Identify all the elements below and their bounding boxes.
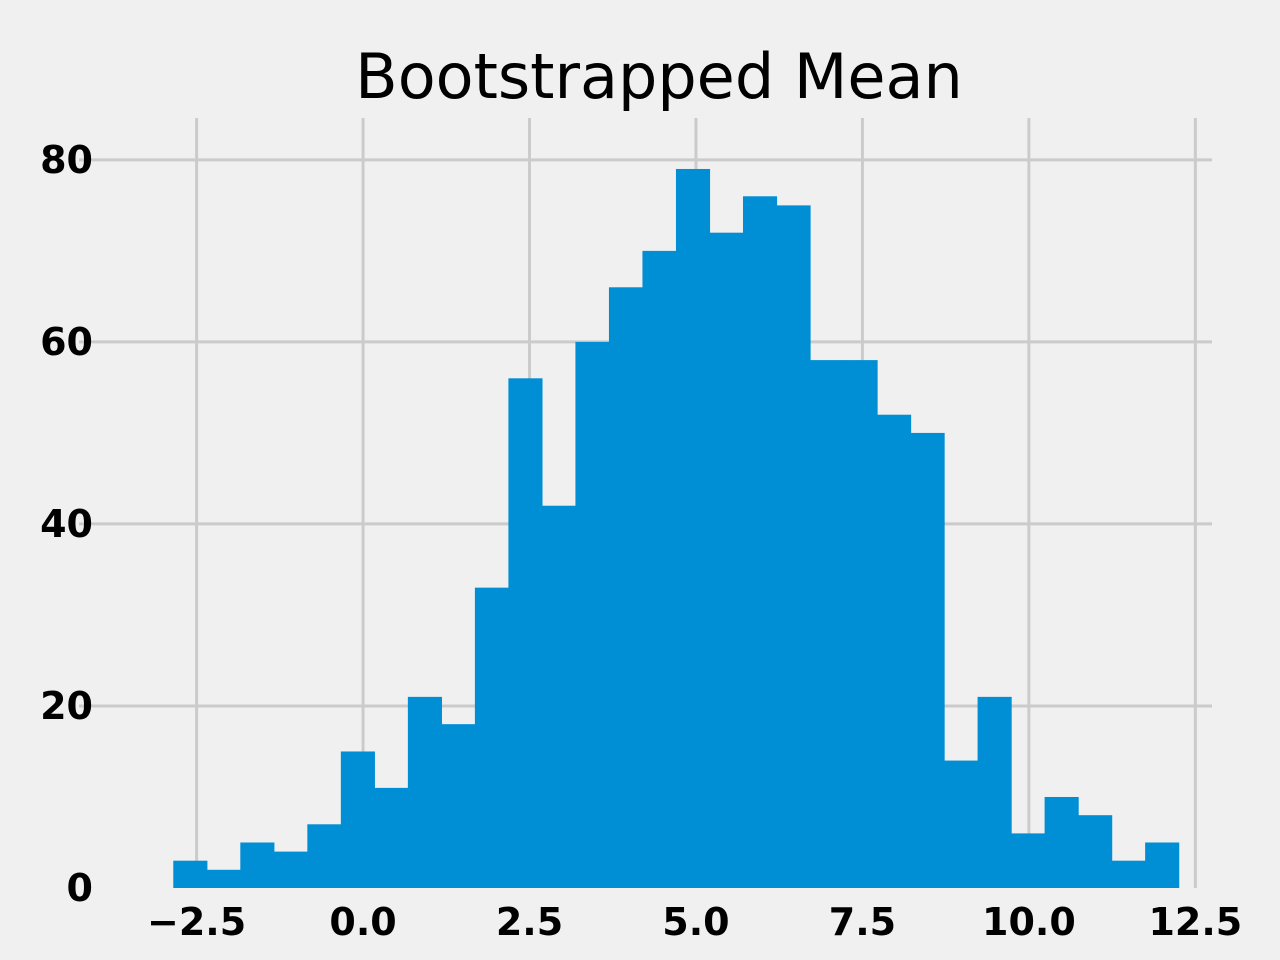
histogram-bar — [541, 505, 577, 888]
histogram-bar — [709, 232, 744, 888]
y-tick-label: 80 — [40, 138, 93, 182]
histogram-bar — [1145, 842, 1180, 888]
histogram-bar — [776, 205, 811, 889]
histogram-bar — [1011, 833, 1046, 888]
y-tick-labels: 0 20 40 60 80 — [40, 138, 93, 910]
histogram-bar — [742, 196, 778, 888]
histogram-bar — [877, 414, 912, 888]
histogram-bar — [608, 287, 644, 888]
x-tick-label: 0.0 — [329, 900, 396, 944]
histogram-bar — [407, 696, 442, 888]
x-tick-label: 12.5 — [1148, 900, 1242, 944]
histogram-bar — [1078, 815, 1113, 888]
x-tick-label: −2.5 — [147, 900, 246, 944]
histogram-bar — [944, 760, 979, 888]
histogram-bar — [474, 587, 510, 888]
histogram-bar — [173, 860, 208, 888]
x-tick-label: 5.0 — [662, 900, 729, 944]
histogram-bar — [675, 168, 711, 889]
histogram-bar — [843, 360, 878, 888]
histogram-bar — [910, 432, 945, 888]
histogram-bar — [307, 824, 342, 888]
x-tick-label: 10.0 — [982, 900, 1076, 944]
x-tick-label: 2.5 — [496, 900, 563, 944]
histogram-bar — [206, 869, 241, 888]
histogram-bar — [977, 696, 1012, 888]
histogram-bar — [441, 724, 476, 888]
x-tick-labels: −2.5 0.0 2.5 5.0 7.5 10.0 12.5 — [147, 900, 1242, 944]
histogram-bar — [273, 851, 308, 888]
histogram-bar — [810, 360, 845, 888]
y-tick-label: 60 — [40, 320, 93, 364]
y-tick-label: 20 — [40, 684, 93, 728]
histogram-bar — [240, 842, 275, 888]
histogram-bar — [508, 378, 543, 888]
histogram-bar — [1111, 860, 1146, 888]
y-tick-label: 0 — [67, 866, 93, 910]
histogram-bar — [642, 250, 677, 888]
chart-title: Bootstrapped Mean — [355, 40, 963, 113]
histogram-bar — [374, 787, 409, 888]
y-tick-label: 40 — [40, 502, 93, 546]
histogram-bars — [173, 168, 1180, 889]
histogram-bar — [575, 341, 610, 888]
x-tick-label: 7.5 — [829, 900, 896, 944]
histogram-bar — [1044, 796, 1079, 888]
histogram-bar — [340, 751, 375, 888]
